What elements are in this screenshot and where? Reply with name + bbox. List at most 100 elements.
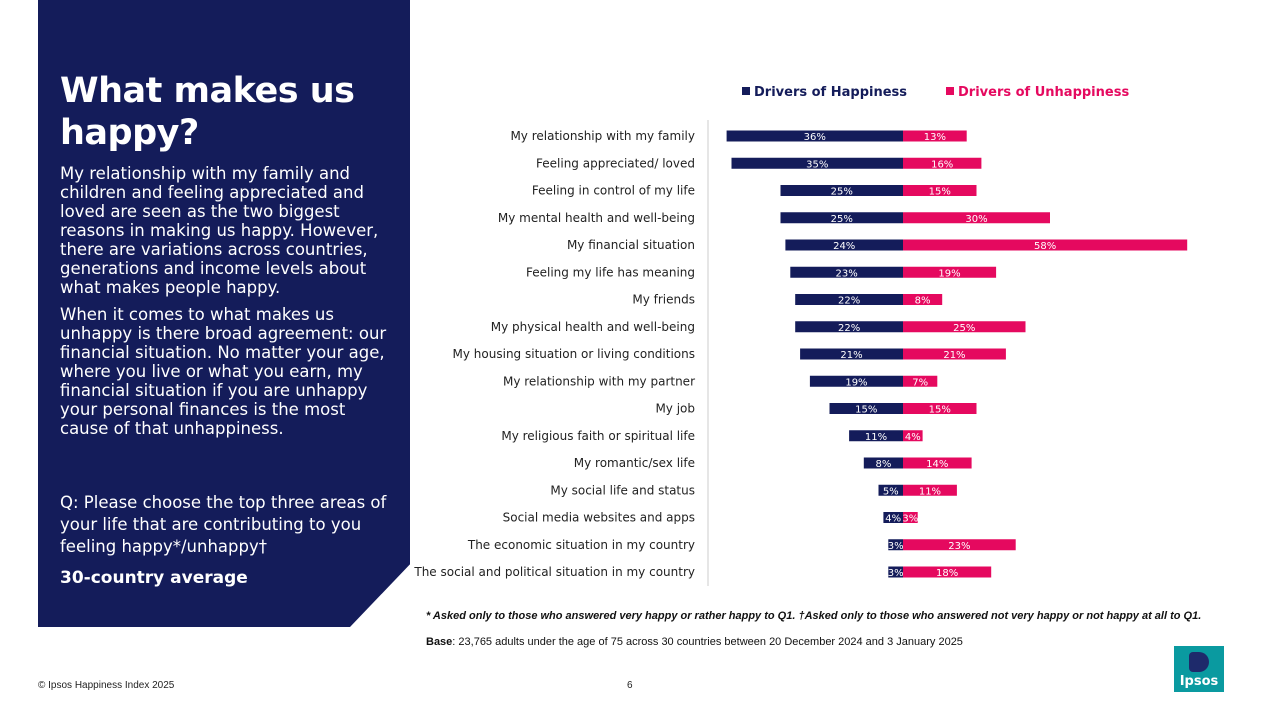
data-label-happiness: 3% <box>888 568 904 579</box>
bar-happiness <box>888 566 903 578</box>
data-label-unhappiness: 3% <box>902 514 918 525</box>
legend-swatch-unhappiness <box>946 87 954 95</box>
bar-happiness <box>800 348 903 360</box>
bar-happiness <box>829 403 903 414</box>
category-label: My social life and status <box>550 483 695 497</box>
bar-happiness <box>785 239 903 251</box>
bar-unhappiness <box>903 539 1016 551</box>
category-label: My friends <box>632 293 695 307</box>
data-label-unhappiness: 13% <box>924 132 946 143</box>
bar-happiness <box>731 157 903 169</box>
survey-question: Q: Please choose the top three areas of … <box>60 493 387 556</box>
bar-happiness <box>780 212 903 224</box>
copyright: © Ipsos Happiness Index 2025 <box>38 680 175 691</box>
bar-happiness <box>795 321 903 333</box>
average-label: 30-country average <box>60 568 248 588</box>
page-number: 6 <box>627 680 633 691</box>
footnote: * Asked only to those who answered very … <box>426 610 1202 622</box>
data-label-unhappiness: 7% <box>912 377 928 388</box>
bar-unhappiness <box>903 321 1026 333</box>
category-label: My housing situation or living condition… <box>453 347 695 361</box>
data-label-happiness: 5% <box>883 486 899 497</box>
category-label: My financial situation <box>567 238 695 252</box>
bar-unhappiness <box>903 266 997 278</box>
bar-unhappiness <box>903 430 923 442</box>
bar-happiness <box>888 539 903 551</box>
bar-unhappiness <box>903 484 957 496</box>
data-label-unhappiness: 19% <box>938 268 960 279</box>
data-label-happiness: 24% <box>833 241 855 252</box>
bar-happiness <box>878 484 903 496</box>
data-label-happiness: 8% <box>875 459 891 470</box>
data-label-happiness: 25% <box>831 214 853 225</box>
category-label: My relationship with my family <box>510 129 695 143</box>
data-label-happiness: 36% <box>804 132 826 143</box>
drivers-chart: Drivers of Happiness Drivers of Unhappine… <box>413 85 1188 586</box>
data-label-unhappiness: 11% <box>919 486 941 497</box>
data-label-unhappiness: 30% <box>965 214 987 225</box>
bar-happiness <box>863 457 903 469</box>
data-label-happiness: 15% <box>855 405 877 416</box>
data-label-happiness: 23% <box>836 268 858 279</box>
data-label-happiness: 22% <box>838 296 860 307</box>
data-label-unhappiness: 8% <box>915 296 931 307</box>
base-note: Base: 23,765 adults under the age of 75 … <box>426 636 963 648</box>
category-label: Feeling appreciated/ loved <box>536 156 695 170</box>
data-label-happiness: 19% <box>845 377 867 388</box>
ipsos-logo: Ipsos <box>1174 646 1224 692</box>
category-label: My job <box>655 402 695 416</box>
data-label-unhappiness: 15% <box>929 187 951 198</box>
summary-paragraph-2: When it comes to what makes us unhappy i… <box>60 305 387 438</box>
data-label-unhappiness: 15% <box>929 405 951 416</box>
category-label: The social and political situation in my… <box>413 565 695 579</box>
summary-paragraph-1: My relationship with my family and child… <box>60 164 379 297</box>
bar-unhappiness <box>903 294 943 305</box>
data-label-happiness: 11% <box>865 432 887 443</box>
data-label-unhappiness: 23% <box>948 541 970 552</box>
category-label: Social media websites and apps <box>503 511 695 525</box>
bar-happiness <box>790 266 903 278</box>
bar-unhappiness <box>903 403 977 414</box>
bar-unhappiness <box>903 157 982 169</box>
category-label: Feeling in control of my life <box>532 184 695 198</box>
data-label-happiness: 21% <box>840 350 862 361</box>
bar-unhappiness <box>903 566 992 578</box>
data-label-unhappiness: 25% <box>953 323 975 334</box>
legend-label-unhappiness: Drivers of Unhappiness <box>958 85 1129 100</box>
data-label-unhappiness: 16% <box>931 159 953 170</box>
page-title: What makes us happy? <box>60 71 355 153</box>
bar-unhappiness <box>903 348 1006 360</box>
category-label: My romantic/sex life <box>574 456 695 470</box>
bar-unhappiness <box>903 239 1188 251</box>
data-label-unhappiness: 4% <box>905 432 921 443</box>
data-label-unhappiness: 14% <box>926 459 948 470</box>
category-label: My physical health and well-being <box>491 320 695 334</box>
data-label-unhappiness: 18% <box>936 568 958 579</box>
data-label-happiness: 25% <box>831 187 853 198</box>
bar-unhappiness <box>903 512 918 523</box>
bar-happiness <box>726 130 903 142</box>
category-label: The economic situation in my country <box>467 538 695 552</box>
data-label-happiness: 3% <box>888 541 904 552</box>
bar-happiness <box>809 375 903 387</box>
bar-unhappiness <box>903 457 972 469</box>
legend-label-happiness: Drivers of Happiness <box>754 85 907 100</box>
logo-mark-icon <box>1189 652 1209 672</box>
data-label-unhappiness: 58% <box>1034 241 1056 252</box>
bar-unhappiness <box>903 212 1050 224</box>
category-label: My mental health and well-being <box>498 211 695 225</box>
category-label: My religious faith or spiritual life <box>501 429 695 443</box>
data-label-happiness: 4% <box>885 514 901 525</box>
data-label-happiness: 35% <box>806 159 828 170</box>
bar-unhappiness <box>903 185 977 196</box>
bar-unhappiness <box>903 375 938 387</box>
logo-text: Ipsos <box>1179 674 1219 689</box>
data-label-unhappiness: 21% <box>943 350 965 361</box>
legend-swatch-happiness <box>742 87 750 95</box>
summary-panel: What makes us happy? My relationship wit… <box>38 0 410 627</box>
bar-happiness <box>883 512 903 523</box>
bar-happiness <box>849 430 903 442</box>
bar-unhappiness <box>903 130 967 142</box>
bar-happiness <box>780 185 903 196</box>
bar-happiness <box>795 294 903 305</box>
